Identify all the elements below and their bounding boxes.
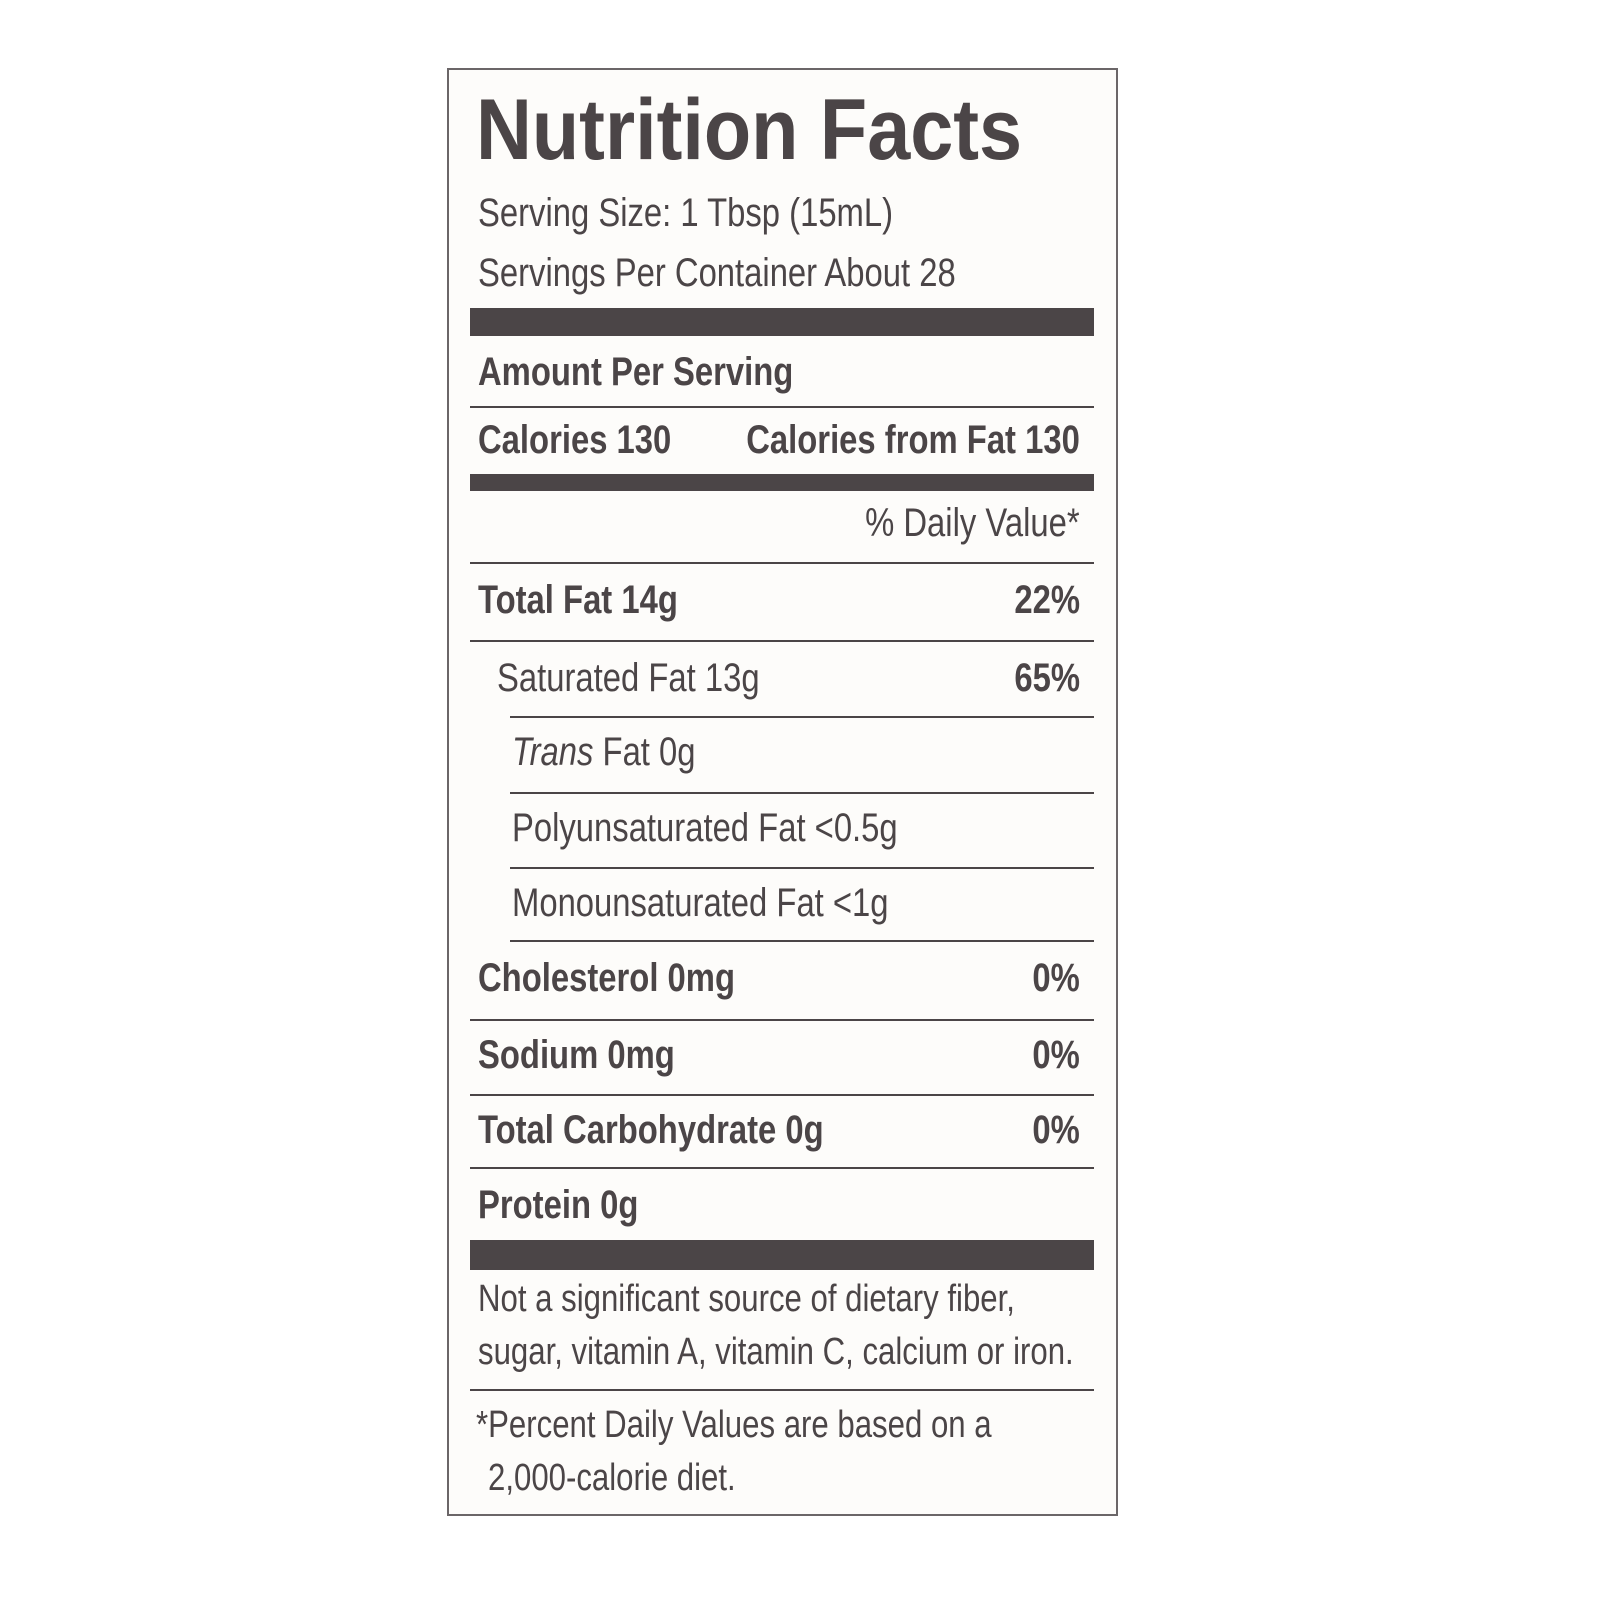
nutrient-row: Trans Fat 0g <box>512 727 696 777</box>
servings-per-container: Servings Per Container About 28 <box>478 251 956 295</box>
calories-from-fat: Calories from Fat 130 <box>746 418 1080 462</box>
italic-prefix: Trans <box>512 730 594 774</box>
footnote-line: Not a significant source of dietary fibe… <box>478 1278 1015 1320</box>
nutrient-row: Monounsaturated Fat <1g <box>512 878 889 928</box>
calories: Calories 130 <box>478 418 672 462</box>
rule <box>470 1019 1094 1021</box>
daily-value: 22% <box>1014 578 1080 622</box>
rule <box>510 792 1094 794</box>
daily-value: 0% <box>1032 1108 1080 1152</box>
nutrient-label: Total Fat 14g <box>478 578 678 622</box>
nutrient-row: Total Carbohydrate 0g <box>478 1105 824 1155</box>
rule <box>470 474 1094 491</box>
nutrient-label: Protein 0g <box>478 1183 639 1227</box>
nutrient-label: Saturated Fat 13g <box>497 656 760 700</box>
rule <box>470 562 1094 564</box>
daily-value: 0% <box>1032 1033 1080 1077</box>
nutrient-label: Sodium 0mg <box>478 1033 675 1077</box>
daily-value-header: % Daily Value* <box>865 501 1080 545</box>
rule <box>470 1167 1094 1169</box>
percent-note-line: 2,000-calorie diet. <box>488 1457 736 1499</box>
nutrient-row: Sodium 0mg <box>478 1030 675 1080</box>
rule <box>470 1240 1094 1270</box>
rule <box>470 1389 1094 1391</box>
daily-value: 65% <box>1014 656 1080 700</box>
nutrient-row: Polyunsaturated Fat <0.5g <box>512 803 898 853</box>
nutrient-label: Monounsaturated Fat <1g <box>512 881 889 925</box>
rule <box>470 308 1094 336</box>
nutrient-label: Polyunsaturated Fat <0.5g <box>512 806 898 850</box>
daily-value: 0% <box>1032 956 1080 1000</box>
footnote-line: sugar, vitamin A, vitamin C, calcium or … <box>478 1331 1074 1373</box>
rule <box>510 867 1094 869</box>
nutrient-row: Saturated Fat 13g <box>497 653 760 703</box>
nutrient-row: Protein 0g <box>478 1180 638 1230</box>
rule <box>470 1094 1094 1096</box>
rule <box>510 716 1094 718</box>
nutrient-label: Cholesterol 0mg <box>478 956 735 1000</box>
rule <box>470 640 1094 642</box>
nutrient-row: Total Fat 14g <box>478 575 678 625</box>
nutrient-row: Cholesterol 0mg <box>478 953 735 1003</box>
nutrient-label: Total Carbohydrate 0g <box>478 1108 824 1152</box>
rule <box>510 940 1094 942</box>
serving-size: Serving Size: 1 Tbsp (15mL) <box>478 191 894 235</box>
title: Nutrition Facts <box>476 82 1023 178</box>
amount-per-serving: Amount Per Serving <box>478 350 794 394</box>
rule <box>470 406 1094 408</box>
nutrient-label: Fat 0g <box>602 730 696 774</box>
percent-note-line: *Percent Daily Values are based on a <box>476 1404 992 1446</box>
